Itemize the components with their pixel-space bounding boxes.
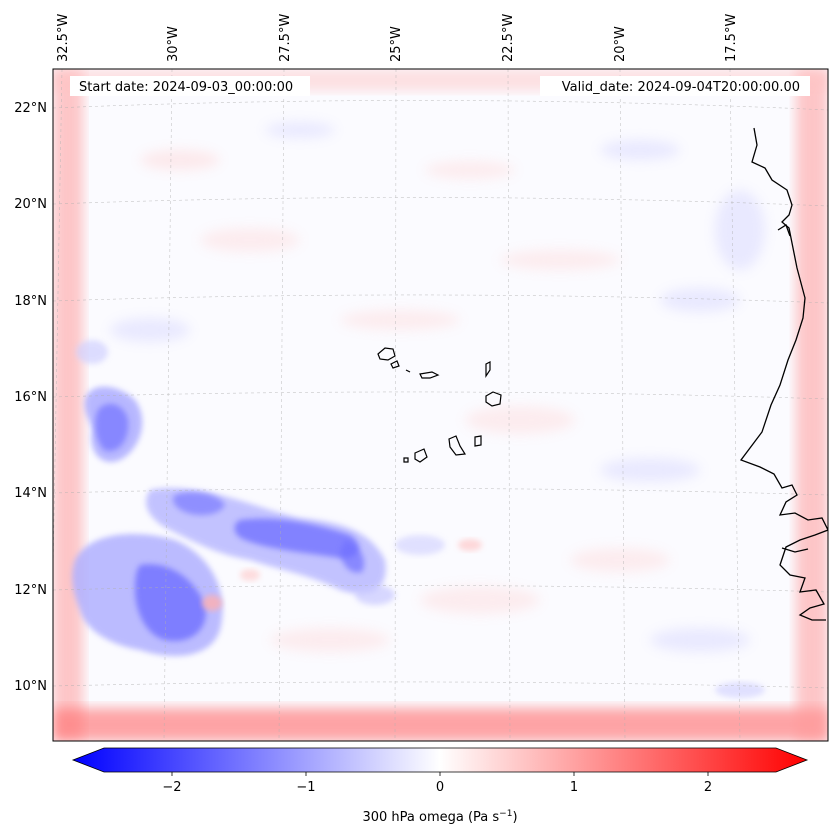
lon-gridline-20 — [619, 69, 626, 741]
island-sao-vicente — [390, 360, 400, 369]
island-boa-vista — [485, 391, 502, 407]
map-frame — [52, 68, 829, 742]
lat-label-14: 14°N — [14, 486, 47, 501]
island-sal — [485, 361, 491, 378]
island-brava — [403, 457, 409, 463]
island-santo-antao — [377, 347, 396, 361]
lat-label-12: 12°N — [14, 583, 47, 598]
colorbar-tick-0: 0 — [436, 780, 444, 795]
colorbar-label-sup: −1 — [499, 809, 512, 819]
lat-label-20: 20°N — [14, 197, 47, 212]
left-edge-rising — [53, 69, 83, 741]
map-panel: Start date: 2024-09-03_00:00:00 Valid_da… — [52, 68, 829, 742]
right-edge-rising — [796, 69, 828, 741]
lat-label-16: 16°N — [14, 390, 47, 405]
lon-label-30: 30°W — [166, 26, 181, 62]
cape-verde-islands — [377, 347, 502, 463]
lon-label-20: 20°W — [613, 26, 628, 62]
lon-label-27-5: 27.5°W — [278, 14, 293, 62]
start-date-label: Start date: 2024-09-03_00:00:00 — [79, 80, 293, 95]
lon-label-17-5: 17.5°W — [724, 14, 739, 62]
lon-gridline-30 — [163, 69, 173, 741]
lon-gridline-25 — [394, 69, 397, 741]
colorbar-label: 300 hPa omega (Pa s−1) — [362, 809, 517, 825]
longitude-labels: 32.5°W 30°W 27.5°W 25°W 22.5°W 20°W 17.5… — [56, 14, 739, 62]
negative-omega-regions — [72, 340, 765, 698]
graticule — [53, 69, 828, 741]
lat-label-10: 10°N — [14, 679, 47, 694]
lon-label-25: 25°W — [389, 26, 404, 62]
lat-gridline-14 — [53, 488, 828, 496]
colorbar: −2 −1 0 1 2 300 hPa omega (Pa s−1) — [71, 747, 809, 825]
lat-label-18: 18°N — [14, 294, 47, 309]
valid-date-box — [540, 76, 810, 96]
lon-gridline-32-5 — [53, 69, 63, 590]
lat-gridline-16 — [53, 391, 828, 400]
colorbar-tick-labels: −2 −1 0 1 2 — [162, 780, 712, 795]
colorbar-ticks — [171, 772, 709, 776]
lon-gridline-27-5 — [278, 69, 285, 741]
island-maio — [474, 435, 482, 447]
colorbar-tick-1: 1 — [570, 780, 578, 795]
background-noise — [110, 122, 765, 652]
lat-gridline-22 — [53, 100, 828, 111]
island-sao-nicolau — [419, 371, 440, 379]
colorbar-label-end: ) — [512, 810, 517, 825]
island-santiago — [448, 435, 467, 456]
lat-gridline-12 — [53, 585, 828, 593]
colorbar-label-main: 300 hPa omega (Pa s — [362, 810, 499, 825]
positive-omega-patches — [202, 539, 482, 611]
colorbar-tick-minus-1: −1 — [296, 780, 315, 795]
lat-label-22: 22°N — [14, 101, 47, 116]
lon-gridline-17-5 — [729, 69, 741, 741]
lat-gridline-18 — [53, 294, 828, 304]
lon-gridline-22-5 — [507, 69, 511, 741]
latitude-labels: 22°N 20°N 18°N 16°N 14°N 12°N 10°N — [14, 101, 47, 694]
lat-gridline-20 — [53, 197, 828, 207]
colorbar-tick-minus-2: −2 — [162, 780, 181, 795]
valid-date-label: Valid_date: 2024-09-04T20:00:00.00 — [562, 80, 800, 95]
african-coastline — [739, 127, 828, 621]
start-date-box — [70, 76, 310, 96]
colorbar-tick-2: 2 — [704, 780, 712, 795]
lon-label-22-5: 22.5°W — [501, 14, 516, 62]
bottom-edge-rising — [53, 708, 828, 741]
island-fogo — [414, 448, 428, 463]
island-santa-luzia — [405, 369, 411, 373]
colorbar-ramp — [71, 747, 809, 773]
lat-gridline-10 — [53, 681, 828, 689]
lon-label-32-5: 32.5°W — [56, 14, 71, 62]
